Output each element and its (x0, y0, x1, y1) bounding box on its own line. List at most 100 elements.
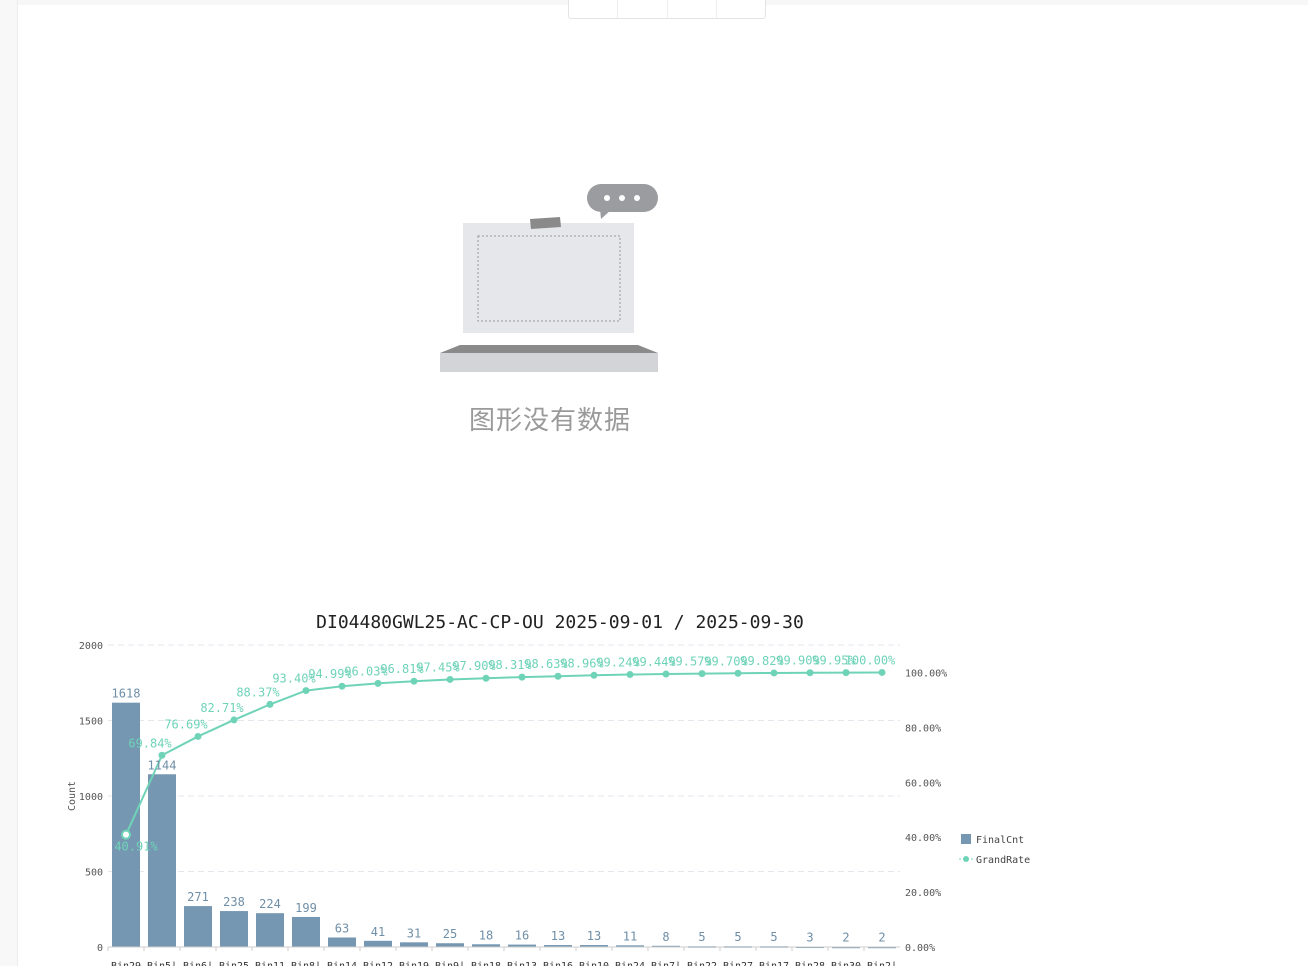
x-tick-label: Bin24 (615, 961, 645, 966)
line-value-label: 99.57% (668, 655, 712, 669)
bar-value-label: 13 (587, 929, 601, 943)
line-point (266, 700, 274, 708)
line-point (662, 670, 670, 678)
line-point (446, 675, 454, 683)
line-point (770, 669, 778, 677)
bar (400, 942, 428, 947)
x-tick-label: Bin14 (327, 961, 357, 966)
bar-value-label: 2 (878, 931, 885, 945)
line-point (121, 829, 131, 840)
y-tick-label: 1500 (79, 717, 103, 728)
x-tick-label: Bin13 (507, 961, 537, 966)
y2-tick-label: 40.00% (905, 833, 941, 844)
line-point (374, 679, 382, 687)
legend[interactable]: FinalCnt GrandRate (959, 834, 1030, 866)
line-point (482, 674, 490, 682)
x-tick-label: Bin7| (651, 961, 681, 966)
toolbar-button[interactable] (569, 0, 619, 18)
chart-toolbar (568, 0, 766, 19)
line-value-label: 69.84% (128, 736, 172, 750)
line-value-label: 88.37% (236, 685, 280, 699)
y2-tick-label: 20.00% (905, 888, 941, 899)
bar-value-label: 16 (515, 929, 529, 943)
x-tick-label: Bin9| (435, 961, 465, 966)
bar (436, 943, 464, 947)
toolbar-button[interactable] (618, 0, 668, 18)
line-point (734, 669, 742, 677)
line-point (194, 732, 202, 740)
bar-value-label: 25 (443, 927, 457, 941)
bar (508, 944, 536, 947)
line-value-label: 99.90% (776, 654, 820, 668)
legend-finalcnt[interactable]: FinalCnt (976, 835, 1024, 846)
line-value-label: 99.24% (596, 656, 640, 670)
line-value-label: 98.96% (560, 656, 604, 670)
line-value-label: 99.95% (812, 654, 856, 668)
bar-value-label: 5 (770, 930, 777, 944)
bar-value-label: 1618 (112, 687, 141, 701)
line-value-label: 82.71% (200, 701, 244, 715)
bar-value-label: 1144 (148, 758, 177, 772)
line-value-label: 96.81% (380, 662, 424, 676)
bar-value-label: 11 (623, 929, 637, 943)
x-tick-label: Bin8| (291, 961, 321, 966)
toolbar-button[interactable] (717, 0, 765, 18)
line-value-label: 76.69% (164, 717, 208, 731)
line-point (878, 668, 886, 676)
legend-grandrate[interactable]: GrandRate (976, 855, 1030, 866)
x-tick-label: Bin2| (867, 961, 897, 966)
bar-value-label: 238 (223, 895, 245, 909)
bar-value-label: 2 (842, 931, 849, 945)
line-point (554, 672, 562, 680)
bar (616, 945, 644, 947)
bar-value-label: 63 (335, 921, 349, 935)
line-value-label: 99.44% (632, 655, 676, 669)
bar-value-label: 5 (698, 930, 705, 944)
y2-tick-label: 100.00% (905, 668, 947, 679)
x-tick-label: Bin29 (111, 961, 141, 966)
bar (256, 913, 284, 947)
line-value-label: 97.90% (452, 659, 496, 673)
x-tick-label: Bin22 (687, 961, 717, 966)
bar (184, 906, 212, 947)
line-value-label: 100.00% (845, 653, 896, 667)
toolbar-button[interactable] (668, 0, 717, 18)
line-point (518, 673, 526, 681)
bar-value-label: 8 (662, 930, 669, 944)
line-value-label: 93.40% (272, 672, 316, 686)
bar-value-label: 271 (187, 890, 209, 904)
line-value-label: 97.45% (416, 660, 460, 674)
line-point (410, 677, 418, 685)
legend-marker-grandrate (963, 856, 969, 862)
x-tick-label: Bin12 (363, 961, 393, 966)
line-point (806, 669, 814, 677)
bar (112, 702, 140, 947)
line-point (626, 671, 634, 679)
line-value-label: 99.70% (704, 654, 748, 668)
bar-value-label: 18 (479, 928, 493, 942)
line-point (698, 670, 706, 678)
x-tick-label: Bin5| (147, 961, 177, 966)
bar (544, 945, 572, 947)
bar-value-label: 13 (551, 929, 565, 943)
y2-tick-label: 80.00% (905, 723, 941, 734)
line-value-label: 98.63% (524, 657, 568, 671)
empty-laptop-illustration (430, 175, 670, 389)
y-tick-label: 2000 (79, 641, 103, 652)
chart-title: DI04480GWL25-AC-CP-OU 2025-09-01 / 2025-… (316, 612, 804, 633)
grandrate-line (125, 671, 883, 836)
bar (148, 774, 176, 947)
bar-value-label: 3 (806, 931, 813, 945)
line-point (338, 682, 346, 690)
x-tick-label: Bin30 (831, 961, 861, 966)
x-tick-label: Bin25 (219, 961, 249, 966)
bar-value-label: 5 (734, 930, 741, 944)
bar-value-label: 224 (259, 897, 281, 911)
x-tick-label: Bin27 (723, 961, 753, 966)
line-value-label: 94.99% (308, 667, 352, 681)
line-value-label: 40.91% (114, 840, 158, 854)
pareto-chart: DI04480GWL25-AC-CP-OU 2025-09-01 / 2025-… (67, 612, 1030, 966)
x-tick-label: Bin18 (471, 961, 501, 966)
left-sidebar-strip (0, 0, 18, 966)
empty-state-message: 图形没有数据 (468, 406, 631, 436)
